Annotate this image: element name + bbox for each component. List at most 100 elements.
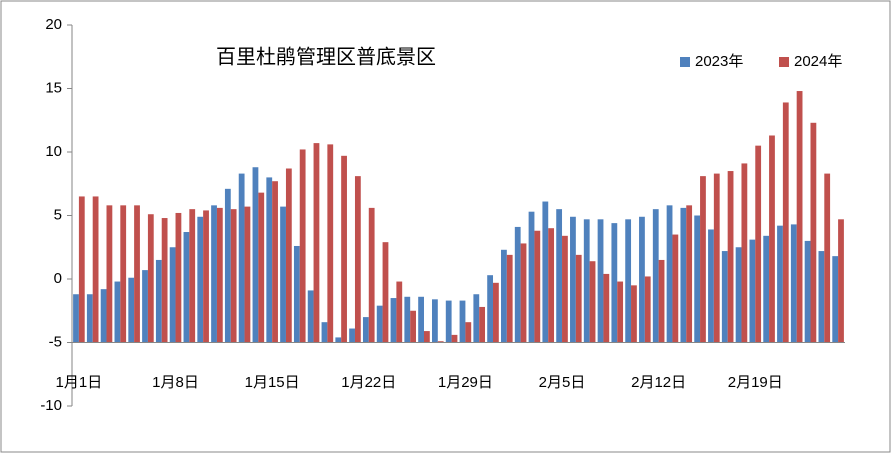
bar — [437, 341, 444, 343]
bar — [597, 219, 604, 343]
bar — [506, 254, 513, 343]
bar — [790, 224, 797, 343]
bar — [735, 247, 742, 343]
legend-label: 2024年 — [794, 53, 842, 70]
bar — [280, 206, 286, 343]
bar — [686, 205, 693, 343]
bar — [293, 245, 300, 343]
bar — [459, 300, 466, 343]
bar — [479, 306, 486, 343]
bar — [570, 216, 576, 343]
bar — [700, 176, 706, 343]
bar — [818, 251, 825, 343]
bar — [625, 219, 632, 343]
y-tick-label: 5 — [54, 206, 62, 223]
bar — [321, 322, 328, 343]
y-tick-label: 10 — [45, 143, 62, 160]
bar — [824, 173, 831, 343]
bar — [349, 328, 355, 343]
bar — [382, 242, 389, 343]
bar — [106, 205, 113, 343]
bar — [155, 259, 162, 343]
bar — [611, 223, 618, 343]
bar — [548, 228, 555, 343]
bar — [203, 210, 209, 343]
bar — [501, 249, 507, 343]
bar — [189, 209, 196, 343]
bar — [465, 322, 472, 343]
bar — [92, 196, 99, 343]
bar — [589, 261, 596, 343]
bar — [639, 216, 645, 343]
bar — [73, 294, 79, 343]
bar — [493, 282, 499, 343]
bar — [777, 225, 783, 343]
bar — [832, 256, 839, 343]
bar — [769, 135, 775, 343]
bar — [445, 300, 452, 343]
y-tick-label: 0 — [54, 270, 62, 287]
bar — [617, 281, 624, 343]
bar — [313, 143, 320, 343]
bar — [169, 247, 176, 343]
bar — [410, 310, 416, 343]
bar — [272, 181, 278, 343]
bar — [658, 259, 665, 343]
bar — [708, 229, 714, 343]
x-tick-label: 1月29日 — [438, 374, 493, 391]
chart-title: 百里杜鹃管理区普底景区 — [216, 45, 436, 69]
legend-swatch — [680, 57, 690, 67]
legend-label: 2023年 — [695, 53, 743, 70]
bar — [390, 298, 397, 343]
bar — [244, 206, 251, 343]
bar — [672, 234, 679, 343]
bar — [514, 226, 521, 343]
bar — [782, 102, 789, 343]
bar — [838, 219, 844, 343]
bar — [134, 205, 140, 343]
bar — [404, 296, 411, 343]
bar — [175, 212, 182, 343]
bar — [810, 122, 817, 343]
bar — [575, 254, 582, 343]
bar — [197, 216, 204, 343]
bar — [528, 211, 535, 343]
bar — [680, 207, 687, 343]
x-tick-label: 1月8日 — [152, 374, 199, 391]
bar — [100, 289, 107, 343]
bar — [431, 299, 438, 343]
y-tick-label: -10 — [40, 397, 62, 414]
bar — [631, 285, 637, 343]
bar — [542, 201, 549, 343]
bar — [652, 209, 659, 343]
bar — [755, 145, 762, 343]
bar — [418, 296, 424, 343]
bar — [694, 215, 701, 343]
bar — [473, 294, 480, 343]
bar — [285, 168, 292, 343]
bar — [713, 173, 720, 343]
bar — [142, 270, 148, 343]
bar — [327, 144, 334, 343]
x-tick-label: 2月12日 — [631, 374, 686, 391]
y-tick-label: -5 — [49, 333, 62, 350]
x-tick-label: 1月22日 — [341, 374, 396, 391]
bar — [354, 176, 361, 343]
bar — [534, 230, 541, 343]
bar — [796, 91, 803, 343]
bar — [804, 240, 811, 343]
bar — [562, 235, 568, 343]
x-tick-label: 2月5日 — [539, 374, 586, 391]
bar — [230, 209, 237, 343]
bar — [603, 273, 610, 343]
bar — [238, 173, 245, 343]
x-tick-label: 1月1日 — [56, 374, 103, 391]
bar — [78, 196, 85, 343]
bar — [583, 219, 590, 343]
x-tick-label: 1月15日 — [245, 374, 300, 391]
bar — [224, 188, 231, 343]
bar — [423, 331, 430, 343]
bar — [362, 317, 369, 343]
